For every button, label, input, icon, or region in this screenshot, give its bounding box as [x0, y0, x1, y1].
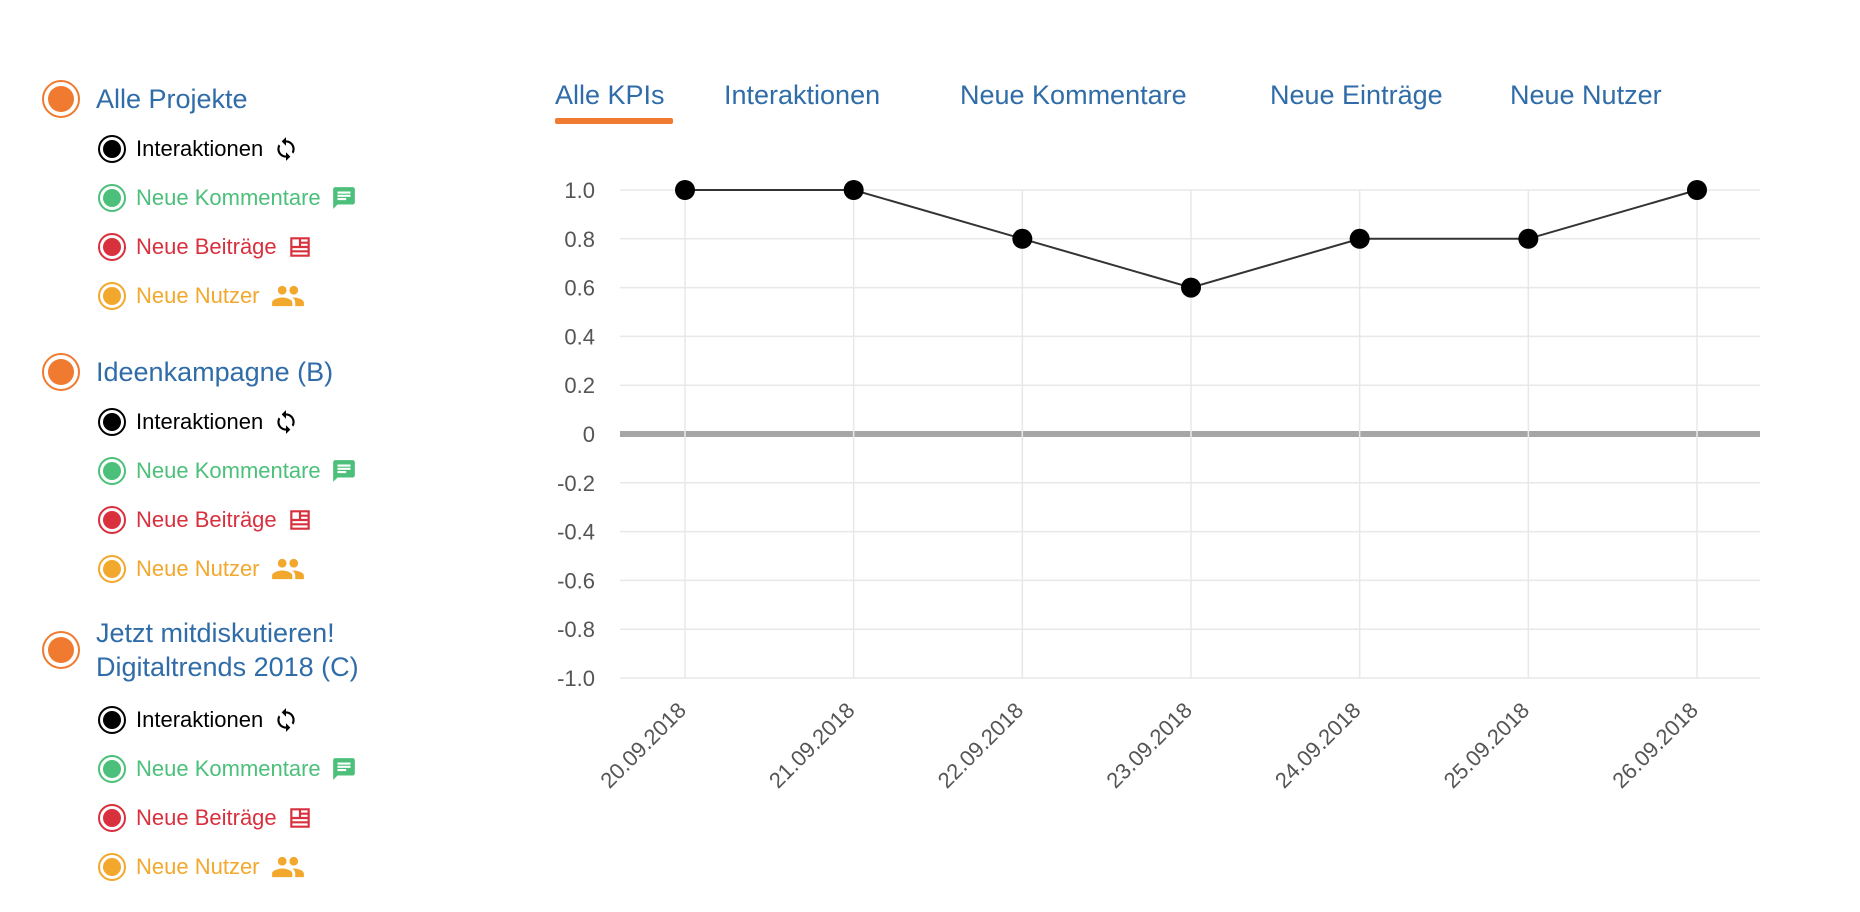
- data-point: [843, 180, 864, 200]
- kpi-radio[interactable]: [98, 555, 126, 583]
- kpi-radio[interactable]: [98, 184, 126, 212]
- project-item-alle-projekte[interactable]: Alle Projekte: [42, 80, 248, 118]
- article-icon: [287, 234, 313, 260]
- refresh-icon: [273, 707, 299, 733]
- data-point: [1181, 277, 1201, 298]
- kpi-line-chart: 1.0 0.8 0.6 0.4 0.2 0 -0.2 -0.4 -0.6 -0.8 -1.0 20.0…: [520, 160, 1780, 880]
- y-tick-label: 1.0: [564, 178, 595, 203]
- data-point: [1012, 228, 1033, 249]
- x-tick-label: 20.09.2018: [595, 698, 691, 794]
- y-tick-label: 0: [583, 422, 595, 447]
- users-icon: [270, 854, 306, 880]
- kpi-item-neue-kommentare[interactable]: Neue Kommentare: [98, 183, 357, 213]
- kpi-item-interaktionen[interactable]: Interaktionen: [98, 705, 299, 735]
- kpi-radio[interactable]: [98, 408, 126, 436]
- kpi-label: Neue Beiträge: [136, 805, 277, 830]
- project-item-digitaltrends[interactable]: Jetzt mitdiskutieren! Digitaltrends 2018…: [42, 616, 359, 684]
- refresh-icon: [273, 409, 299, 435]
- x-tick-label: 22.09.2018: [933, 698, 1029, 794]
- comment-icon: [331, 458, 357, 484]
- kpi-label: Neue Kommentare: [136, 458, 321, 483]
- y-tick-label: 0.4: [564, 324, 595, 349]
- users-icon: [270, 283, 306, 309]
- kpi-label: Interaktionen: [136, 136, 264, 161]
- tab-neue-eintraege[interactable]: Neue Einträge: [1270, 80, 1443, 110]
- x-tick-label: 25.09.2018: [1439, 698, 1535, 794]
- y-tick-label: 0.2: [564, 373, 595, 398]
- kpi-item-neue-kommentare[interactable]: Neue Kommentare: [98, 754, 357, 784]
- kpi-radio[interactable]: [98, 282, 126, 310]
- kpi-label: Neue Beiträge: [136, 507, 277, 532]
- project-item-ideenkampagne[interactable]: Ideenkampagne (B): [42, 353, 333, 391]
- kpi-radio[interactable]: [98, 506, 126, 534]
- kpi-item-neue-beitraege[interactable]: Neue Beiträge: [98, 803, 313, 833]
- data-point: [675, 180, 695, 200]
- y-tick-label: 0.8: [564, 227, 595, 252]
- article-icon: [287, 805, 313, 831]
- tab-neue-nutzer[interactable]: Neue Nutzer: [1510, 80, 1662, 110]
- kpi-radio[interactable]: [98, 706, 126, 734]
- kpi-label: Interaktionen: [136, 707, 264, 732]
- kpi-radio[interactable]: [98, 233, 126, 261]
- x-tick-label: 23.09.2018: [1101, 698, 1197, 794]
- data-point: [1687, 180, 1707, 200]
- y-tick-label: -0.8: [557, 617, 595, 642]
- y-tick-label: -0.4: [557, 520, 595, 545]
- project-radio[interactable]: [42, 631, 80, 669]
- kpi-item-neue-nutzer[interactable]: Neue Nutzer: [98, 554, 306, 584]
- kpi-label: Neue Nutzer: [136, 283, 260, 308]
- kpi-radio[interactable]: [98, 135, 126, 163]
- kpi-item-neue-beitraege[interactable]: Neue Beiträge: [98, 505, 313, 535]
- project-radio[interactable]: [42, 353, 80, 391]
- kpi-item-interaktionen[interactable]: Interaktionen: [98, 134, 299, 164]
- refresh-icon: [273, 136, 299, 162]
- kpi-radio[interactable]: [98, 804, 126, 832]
- kpi-item-neue-kommentare[interactable]: Neue Kommentare: [98, 456, 357, 486]
- kpi-label: Neue Nutzer: [136, 854, 260, 879]
- project-sidebar: Alle Projekte Interaktionen Neue Komment…: [0, 0, 520, 912]
- x-tick-label: 26.09.2018: [1607, 698, 1703, 794]
- project-title: Alle Projekte: [96, 84, 248, 114]
- kpi-item-neue-nutzer[interactable]: Neue Nutzer: [98, 852, 306, 882]
- article-icon: [287, 507, 313, 533]
- project-title: Ideenkampagne (B): [96, 357, 334, 387]
- kpi-label: Interaktionen: [136, 409, 264, 434]
- project-radio[interactable]: [42, 80, 80, 118]
- x-tick-label: 21.09.2018: [764, 698, 860, 794]
- y-tick-label: -0.2: [557, 471, 595, 496]
- kpi-radio[interactable]: [98, 457, 126, 485]
- kpi-label: Neue Kommentare: [136, 756, 321, 781]
- data-point: [1518, 228, 1539, 249]
- tab-neue-kommentare[interactable]: Neue Kommentare: [960, 80, 1187, 110]
- kpi-radio[interactable]: [98, 755, 126, 783]
- tab-interaktionen[interactable]: Interaktionen: [724, 80, 881, 110]
- chart-canvas: 1.0 0.8 0.6 0.4 0.2 0 -0.2 -0.4 -0.6 -0.8 -1.020.0…: [557, 178, 1760, 794]
- kpi-item-neue-nutzer[interactable]: Neue Nutzer: [98, 281, 306, 311]
- kpi-label: Neue Kommentare: [136, 185, 321, 210]
- y-tick-label: 0.6: [564, 276, 595, 301]
- y-tick-label: -0.6: [557, 568, 595, 593]
- comment-icon: [331, 185, 357, 211]
- kpi-radio[interactable]: [98, 853, 126, 881]
- tab-alle-kpis[interactable]: Alle KPIs: [555, 80, 665, 110]
- kpi-label: Neue Nutzer: [136, 556, 260, 581]
- data-point: [1349, 228, 1370, 249]
- x-tick-label: 24.09.2018: [1270, 698, 1366, 794]
- kpi-item-neue-beitraege[interactable]: Neue Beiträge: [98, 232, 313, 262]
- y-tick-label: -1.0: [557, 666, 595, 691]
- kpi-label: Neue Beiträge: [136, 234, 277, 259]
- users-icon: [270, 556, 306, 582]
- project-title: Jetzt mitdiskutieren! Digitaltrends 2018…: [96, 618, 359, 682]
- active-tab-indicator: [555, 118, 673, 124]
- kpi-item-interaktionen[interactable]: Interaktionen: [98, 407, 299, 437]
- comment-icon: [331, 756, 357, 782]
